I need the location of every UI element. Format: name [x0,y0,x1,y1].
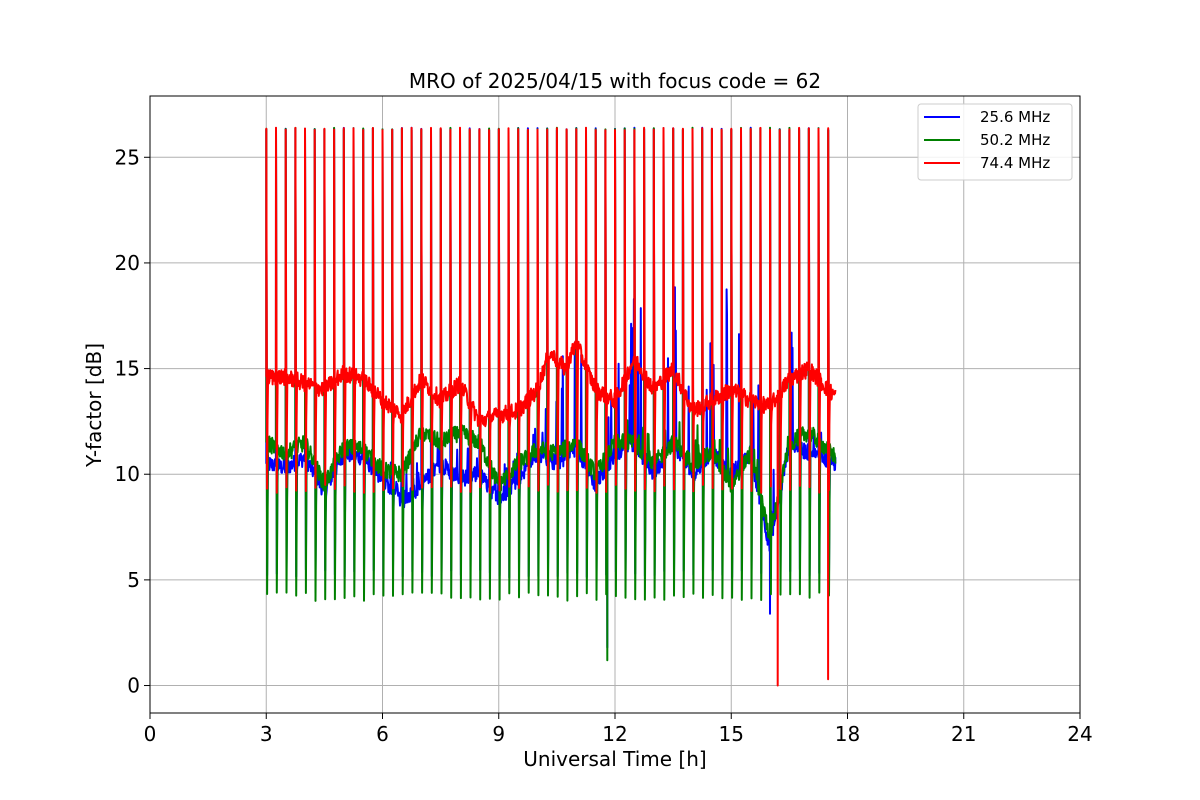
y-tick-label: 10 [115,462,140,486]
y-axis-label: Y-factor [dB] [82,343,106,468]
legend-label-74-4: 74.4 MHz [980,154,1050,172]
x-tick-label: 15 [719,722,744,746]
x-tick-label: 21 [951,722,976,746]
x-tick-label: 6 [376,722,389,746]
x-tick-label: 24 [1067,722,1092,746]
legend-label-50-2: 50.2 MHz [980,131,1050,149]
y-tick-label: 0 [127,674,140,698]
x-axis-label: Universal Time [h] [523,747,706,771]
y-tick-label: 15 [115,357,140,381]
x-tick-label: 0 [144,722,157,746]
legend-label-25-6: 25.6 MHz [980,108,1050,126]
legend: 25.6 MHz 50.2 MHz 74.4 MHz [917,103,1073,181]
y-tick-label: 25 [115,145,140,169]
chart-title: MRO of 2025/04/15 with focus code = 62 [409,69,821,93]
y-tick-label: 20 [115,251,140,275]
series-line-74-4 [265,126,837,687]
ticks: 0 3 6 9 12 15 18 21 24 0 5 10 15 20 25 [115,145,1093,746]
legend-frame [917,103,1073,181]
x-tick-label: 9 [492,722,505,746]
x-tick-label: 12 [602,722,627,746]
series-line-50-2 [265,126,837,662]
series-layer [265,126,837,687]
x-tick-label: 3 [260,722,273,746]
y-tick-label: 5 [127,568,140,592]
x-tick-label: 18 [835,722,860,746]
